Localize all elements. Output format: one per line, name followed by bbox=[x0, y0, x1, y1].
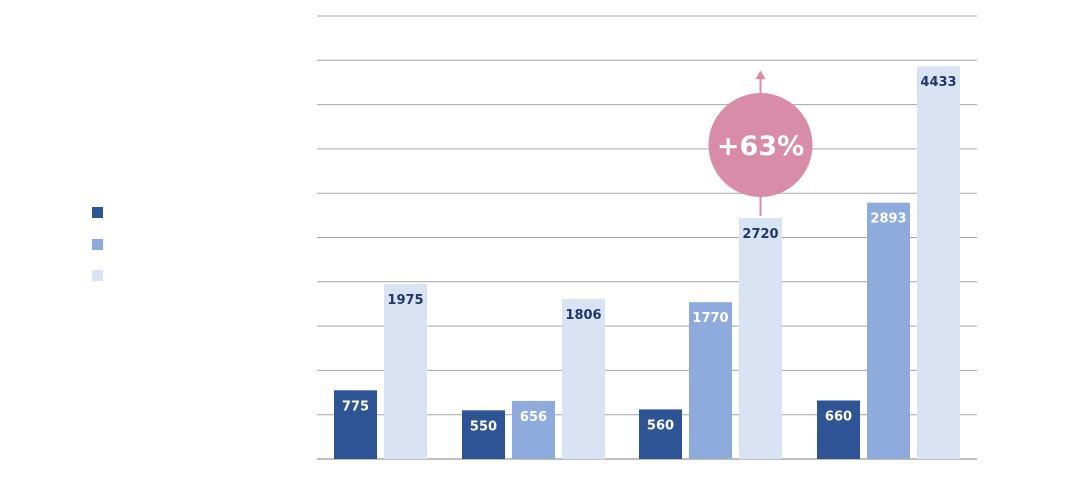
bar-value-label: 656 bbox=[520, 410, 547, 425]
bar-value-label: 1770 bbox=[692, 311, 728, 326]
legend-swatch bbox=[92, 207, 103, 218]
growth-callout: +63% bbox=[708, 70, 813, 216]
bar bbox=[867, 202, 910, 459]
bar-value-label: 1975 bbox=[387, 293, 423, 308]
bar bbox=[334, 390, 377, 459]
bar-value-label: 2720 bbox=[742, 227, 778, 242]
callout-circle bbox=[708, 93, 813, 197]
bars bbox=[334, 66, 960, 459]
callout-arrow-head bbox=[755, 70, 766, 80]
bar bbox=[817, 400, 860, 459]
data-labels: 775 1975 550 656 1806 560 1770 2720 660 2893 4433 bbox=[342, 75, 957, 434]
bar-value-label: 660 bbox=[825, 410, 852, 425]
bar bbox=[739, 218, 782, 459]
legend-swatch bbox=[92, 239, 103, 250]
bar-value-label: 4433 bbox=[920, 75, 956, 90]
bar-value-label: 550 bbox=[470, 419, 497, 434]
bar-value-label: 1806 bbox=[565, 308, 601, 323]
bar-value-label: 560 bbox=[647, 418, 674, 433]
bar bbox=[917, 66, 960, 459]
bar bbox=[512, 400, 555, 459]
bar bbox=[639, 409, 682, 459]
bar-value-label: 2893 bbox=[870, 212, 906, 227]
bar bbox=[462, 410, 505, 459]
bar-value-label: 775 bbox=[342, 399, 369, 414]
bar bbox=[384, 284, 427, 459]
bar bbox=[689, 302, 732, 459]
legend-swatch bbox=[92, 270, 103, 281]
bar bbox=[562, 299, 605, 459]
callout-text: +63% bbox=[717, 131, 804, 162]
